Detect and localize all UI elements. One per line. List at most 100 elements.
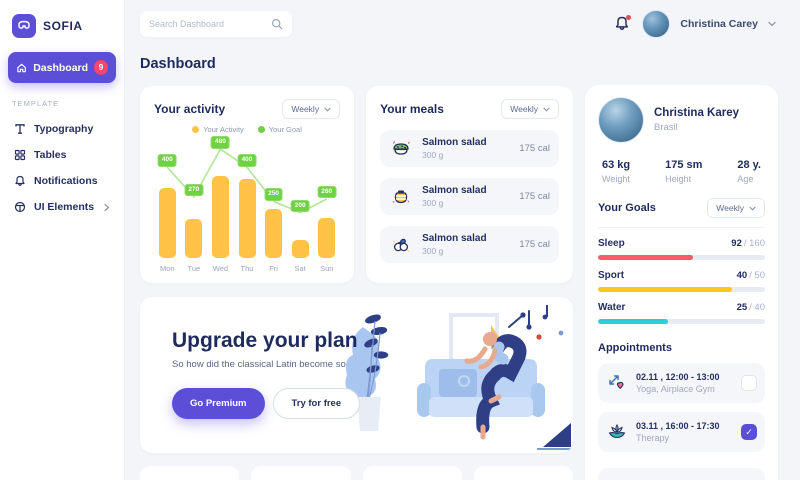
goal-value: 25	[736, 302, 748, 313]
profile-location: Brasil	[654, 122, 678, 133]
sidebar: SOFIA Dashboard 9 TEMPLATE Typography Ta…	[0, 0, 125, 480]
meal-name: Salmon salad	[422, 137, 487, 148]
meal-item[interactable]: Salmon salad 300 g 175 cal	[380, 130, 559, 167]
appointment-item[interactable]: 02.11 , 12:00 - 13:00 Yoga, Airplace Gym	[598, 363, 765, 403]
upgrade-banner: Upgrade your plan So how did the classic…	[140, 297, 573, 453]
user-avatar[interactable]	[642, 10, 671, 38]
sidebar-section-label: TEMPLATE	[12, 99, 60, 108]
meal-item[interactable]: Salmon salad 300 g 175 cal	[380, 178, 559, 215]
search-icon[interactable]	[271, 18, 283, 30]
goal-total: / 40	[749, 302, 765, 313]
x-axis-label: Thu	[240, 264, 254, 273]
page-title: Dashboard	[140, 56, 216, 72]
goals-title: Your Goals	[598, 202, 656, 214]
activity-period-select[interactable]: Weekly	[282, 99, 341, 119]
profile-panel: Christina Karey Brasil 63 kg Weight 175 …	[585, 85, 778, 480]
meal-info: Salmon salad 300 g	[422, 185, 510, 208]
bottom-card[interactable]	[251, 466, 351, 480]
meal-weight: 300 g	[422, 198, 444, 208]
logo: SOFIA	[8, 12, 116, 52]
legend-dot-icon	[257, 126, 265, 133]
goal-row-water: Water 25 / 40	[598, 302, 765, 324]
stat-label: Age	[737, 174, 754, 184]
bottom-card[interactable]	[362, 466, 462, 480]
appointments-title: Appointments	[598, 342, 672, 354]
appointment-time: 03.11 , 16:00 - 17:30	[636, 421, 720, 431]
activity-card-title: Your activity	[154, 102, 226, 116]
typography-icon	[15, 124, 25, 134]
berries-icon	[393, 238, 410, 252]
x-axis-label: Tue	[187, 264, 201, 273]
notifications-bell-icon[interactable]	[614, 15, 632, 33]
appointment-checkbox[interactable]: ✓	[741, 424, 757, 440]
goal-label: Sport	[598, 270, 625, 281]
bottom-card[interactable]	[140, 466, 240, 480]
legend-item: Your Goal	[257, 125, 302, 134]
sidebar-item-tables[interactable]: Tables	[8, 142, 116, 168]
x-axis-label: Mon	[159, 264, 175, 273]
goal-progress-fill	[598, 255, 694, 260]
bell-icon	[15, 175, 25, 186]
goals-period-select[interactable]: Weekly	[707, 198, 765, 218]
logo-text: SOFIA	[43, 19, 83, 33]
profile-name: Christina Karey	[654, 107, 740, 119]
goal-value: 92	[731, 238, 742, 249]
goal-total: / 160	[743, 238, 765, 249]
chevron-down-icon	[749, 206, 756, 211]
goal-progress-fill	[598, 287, 732, 292]
meal-item[interactable]: Salmon salad 300 g 175 cal	[380, 226, 559, 263]
activity-card: Your activity Weekly Your Activity Your G…	[140, 86, 355, 283]
appointment-info: 02.11 , 12:00 - 13:00 Yoga, Airplace Gym	[636, 372, 733, 394]
sidebar-item-label: Notifications	[34, 175, 98, 187]
honey-jar-icon	[392, 190, 410, 203]
x-axis-label: Sat	[294, 264, 306, 273]
meal-calories: 175 cal	[519, 143, 550, 154]
content-area: Christina Carey Dashboard Your activity …	[125, 0, 800, 480]
sidebar-item-dashboard[interactable]: Dashboard 9	[8, 52, 116, 83]
sidebar-item-typography[interactable]: Typography	[8, 116, 116, 142]
main-column: Dashboard Your activity Weekly Your Acti…	[140, 48, 573, 480]
goal-value-chip: 250	[264, 188, 283, 201]
meals-period-select[interactable]: Weekly	[501, 99, 559, 119]
chevron-down-icon[interactable]	[768, 21, 776, 27]
ui-elements-icon	[14, 201, 26, 213]
activity-bar	[318, 218, 336, 258]
bottom-card[interactable]	[473, 466, 573, 480]
meal-calories: 175 cal	[519, 191, 550, 202]
activity-bar	[211, 176, 229, 258]
stat-value: 175 sm	[665, 159, 703, 171]
sidebar-item-label: Typography	[34, 123, 94, 135]
logo-icon	[12, 14, 36, 38]
appointment-name: Yoga, Airplace Gym	[636, 384, 715, 394]
upgrade-subtitle: So how did the classical Latin become so	[172, 359, 346, 370]
fitness-heart-icon	[609, 375, 624, 390]
goal-progress-track	[598, 319, 765, 324]
appointment-item-partial[interactable]	[598, 468, 765, 480]
stat-age: 28 y. Age	[737, 159, 761, 184]
goal-value-chip: 260	[317, 186, 337, 199]
activity-bar	[185, 219, 203, 258]
goal-progress-track	[598, 287, 765, 292]
activity-bar	[265, 209, 283, 258]
profile-stats: 63 kg Weight 175 sm Height 28 y. Age	[598, 143, 765, 198]
topbar: Christina Carey	[125, 0, 800, 48]
appointment-item[interactable]: 03.11 , 16:00 - 17:30 Therapy ✓	[598, 412, 765, 452]
sidebar-item-notifications[interactable]: Notifications	[8, 168, 116, 194]
search-input[interactable]	[149, 19, 271, 29]
try-for-free-button[interactable]: Try for free	[272, 388, 361, 419]
topbar-right: Christina Carey	[614, 10, 776, 38]
goal-value: 40	[736, 270, 748, 281]
chart-x-axis: Mon Tue Wed Thu Fri Sat Sun	[154, 264, 340, 273]
meal-name: Salmon salad	[422, 185, 487, 196]
meal-info: Salmon salad 300 g	[422, 233, 510, 256]
goal-total: / 50	[749, 270, 765, 281]
activity-bar	[291, 240, 309, 258]
x-axis-label: Sun	[320, 264, 334, 273]
sidebar-item-ui-elements[interactable]: UI Elements	[8, 194, 116, 220]
appointment-checkbox[interactable]	[741, 375, 757, 391]
meal-name: Salmon salad	[422, 233, 487, 244]
search-box[interactable]	[140, 11, 292, 37]
user-name[interactable]: Christina Carey	[680, 18, 758, 30]
go-premium-button[interactable]: Go Premium	[172, 388, 265, 419]
